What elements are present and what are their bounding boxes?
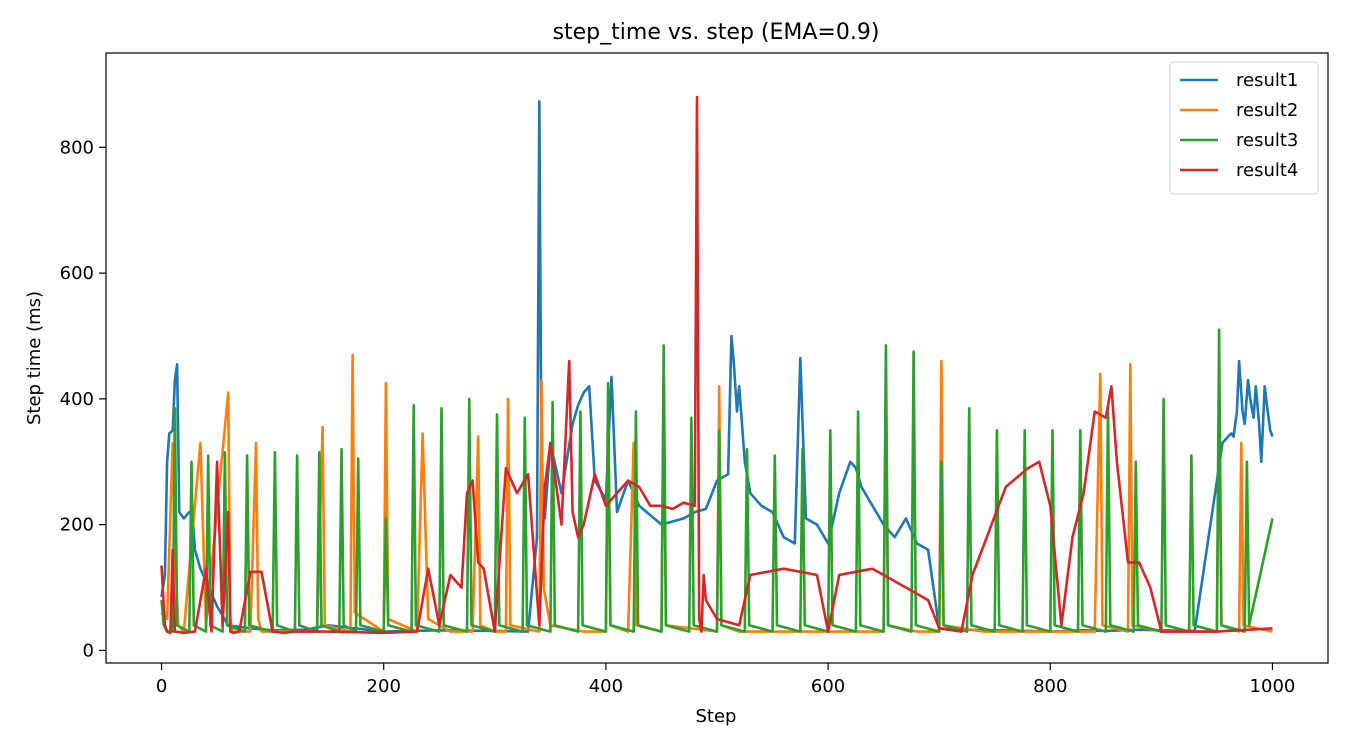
legend-label-result4: result4 — [1236, 160, 1298, 181]
y-tick-label: 800 — [60, 137, 94, 158]
legend-label-result1: result1 — [1236, 70, 1298, 91]
x-tick-label: 600 — [811, 676, 845, 697]
y-tick-label: 600 — [60, 263, 94, 284]
x-axis-label: Step — [696, 706, 737, 727]
x-tick-label: 0 — [156, 676, 167, 697]
chart-title: step_time vs. step (EMA=0.9) — [553, 20, 880, 45]
y-tick-label: 200 — [60, 515, 94, 536]
x-tick-label: 200 — [367, 676, 401, 697]
y-tick-label: 400 — [60, 389, 94, 410]
x-tick-label: 1000 — [1250, 676, 1296, 697]
legend-label-result2: result2 — [1236, 100, 1298, 121]
legend: result1 result2 result3 result4 — [1170, 62, 1318, 194]
x-tick-label: 800 — [1033, 676, 1067, 697]
x-tick-label: 400 — [589, 676, 623, 697]
y-tick-label: 0 — [83, 640, 94, 661]
y-axis-label: Step time (ms) — [24, 291, 45, 425]
legend-label-result3: result3 — [1236, 130, 1298, 151]
